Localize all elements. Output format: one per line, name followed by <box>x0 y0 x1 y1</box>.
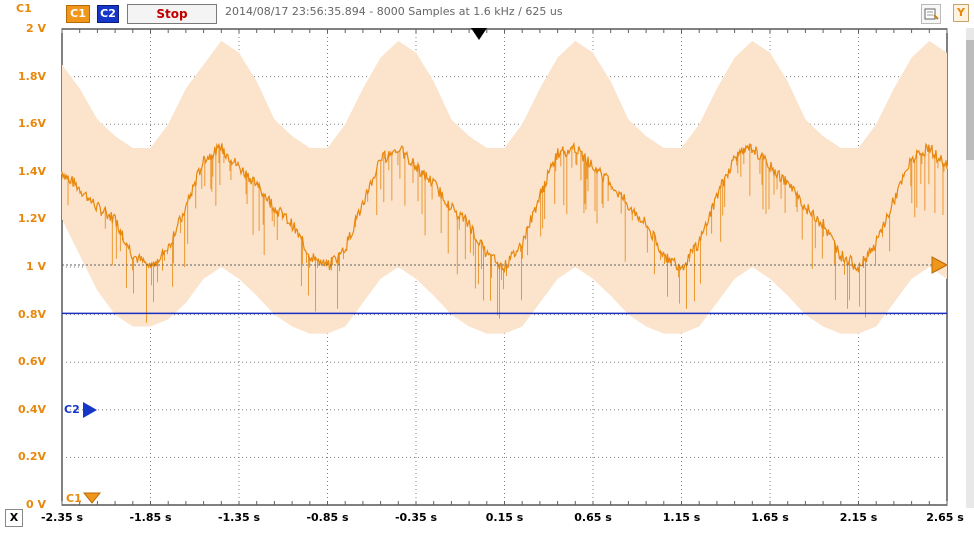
y-tick-label: 1.2V <box>18 212 46 226</box>
x-tick-label: 1.65 s <box>751 511 789 524</box>
y-tick-label: 1.6V <box>18 117 46 131</box>
y-tick-label: 1.8V <box>18 69 46 83</box>
x-tick-label: -2.35 s <box>40 511 84 524</box>
x-tick-label: 1.15 s <box>662 511 701 524</box>
active-channel-label: C1 <box>16 2 32 15</box>
y-tick-label: 0 V <box>26 498 46 511</box>
y-axis-button[interactable]: Y <box>953 4 969 22</box>
grid <box>61 29 948 505</box>
x-tick-label: 0.65 s <box>574 511 612 524</box>
x-tick-label: -0.85 s <box>306 511 349 524</box>
y-tick-label: 1 V <box>26 260 46 273</box>
c1-marker-label: C1 <box>66 492 82 505</box>
acquisition-status: 2014/08/17 23:56:35.894 - 8000 Samples a… <box>225 5 563 18</box>
x-tick-label: 2.15 s <box>839 511 878 524</box>
trigger-position-marker <box>471 28 487 40</box>
x-tick-label: -0.35 s <box>394 511 438 524</box>
c1-spikes <box>67 144 945 323</box>
y-tick-label: 1.4V <box>18 164 46 178</box>
c1-trace <box>61 141 948 274</box>
x-axis-button[interactable]: X <box>5 509 23 527</box>
vertical-scrollbar[interactable] <box>966 28 974 508</box>
x-tick-label: 0.15 s <box>485 511 524 524</box>
y-tick-label: 0.2V <box>18 450 46 464</box>
x-tick-label: 2.65 s <box>926 511 964 524</box>
trigger-level-marker <box>931 256 949 274</box>
x-tick-label: -1.85 s <box>129 511 172 524</box>
y-tick-label: 0.6V <box>18 355 46 369</box>
scrollbar-thumb[interactable] <box>966 40 974 160</box>
y-tick-label: 0.8V <box>18 307 46 321</box>
c1-envelope <box>62 40 947 334</box>
channel-1-button[interactable]: C1 <box>66 5 90 23</box>
c1-offset-marker <box>82 492 102 504</box>
stop-button[interactable]: Stop <box>127 4 217 24</box>
x-tick-label: -1.35 s <box>217 511 261 524</box>
toolbar: C1 C1 C2 Stop 2014/08/17 23:56:35.894 - … <box>0 0 974 26</box>
y-tick-label: 2 V <box>26 22 46 35</box>
y-tick-label: 0.4V <box>18 402 46 416</box>
options-icon[interactable] <box>921 4 941 24</box>
channel-2-button[interactable]: C2 <box>97 5 119 23</box>
c2-offset-marker <box>83 402 97 418</box>
c2-marker-label: C2 <box>64 403 80 416</box>
